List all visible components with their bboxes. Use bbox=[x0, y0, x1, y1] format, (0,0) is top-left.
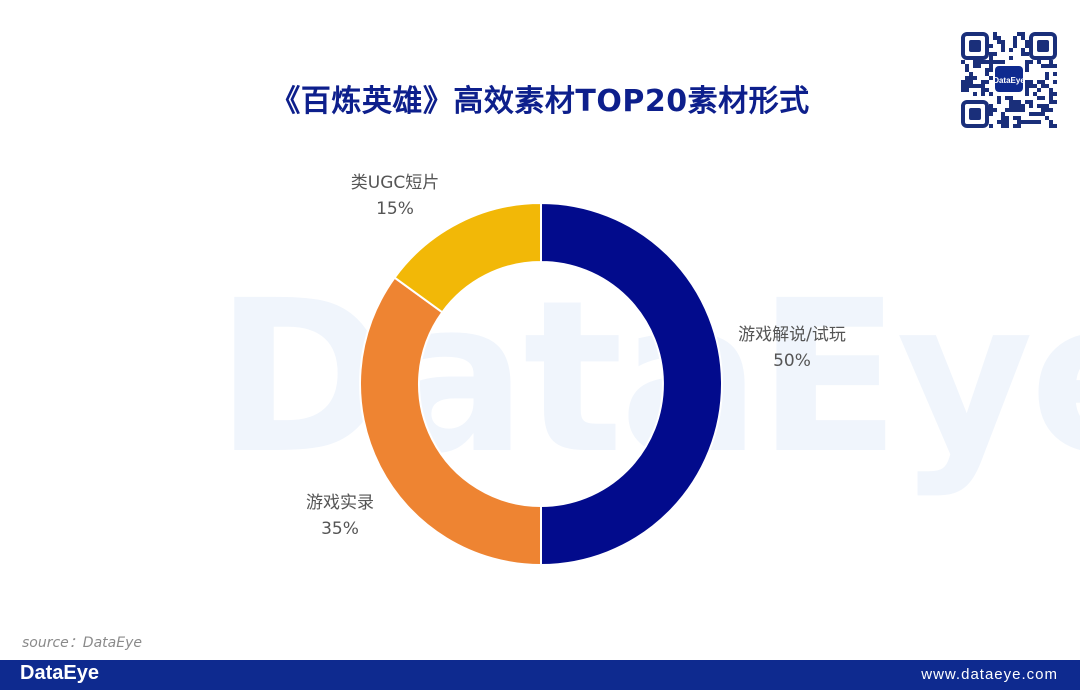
slice-name: 游戏解说/试玩 bbox=[738, 325, 846, 345]
pie-slice-2 bbox=[393, 201, 542, 314]
slice-name: 类UGC短片 bbox=[350, 173, 440, 193]
slice-percent: 50% bbox=[773, 351, 811, 371]
footer-bar: DataEye www.dataeye.com bbox=[0, 660, 1080, 690]
footer-url[interactable]: www.dataeye.com bbox=[921, 666, 1058, 683]
source-note: source：DataEye bbox=[22, 635, 142, 651]
slice-label-0: 游戏解说/试玩 50% bbox=[712, 322, 872, 374]
pie-slice-0 bbox=[540, 201, 723, 567]
slice-percent: 35% bbox=[321, 519, 359, 539]
slice-label-1: 游戏实录 35% bbox=[280, 490, 400, 542]
slice-label-2: 类UGC短片 15% bbox=[320, 170, 470, 222]
footer-logo: DataEye bbox=[20, 662, 99, 684]
pie-slice-1 bbox=[359, 276, 542, 567]
slice-name: 游戏实录 bbox=[306, 493, 374, 513]
qr-center-logo: DataEye bbox=[993, 76, 1025, 85]
chart-title: 《百炼英雄》高效素材TOP20素材形式 bbox=[270, 84, 810, 119]
slice-percent: 15% bbox=[376, 199, 414, 219]
qr-code-icon: DataEye bbox=[960, 30, 1058, 130]
